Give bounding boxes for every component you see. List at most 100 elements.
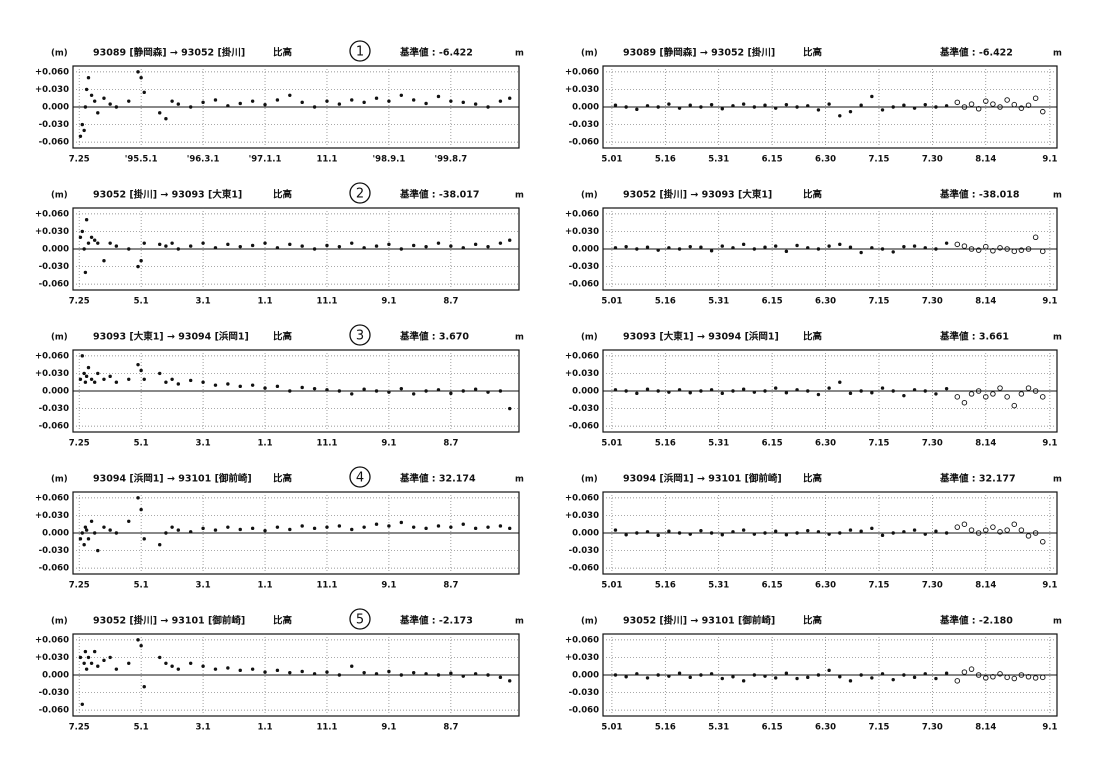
data-point	[374, 389, 379, 393]
data-point	[96, 371, 100, 376]
data-point	[486, 244, 490, 249]
data-point	[486, 105, 490, 109]
data-point	[731, 246, 735, 250]
data-point	[337, 673, 342, 677]
data-point	[741, 242, 746, 247]
data-point	[362, 246, 366, 250]
data-point	[250, 243, 255, 248]
data-point	[923, 102, 927, 107]
x-tick-label: 7.25	[69, 155, 90, 165]
unit-label: (m)	[581, 333, 598, 343]
data-point	[508, 406, 512, 411]
data-point	[859, 529, 863, 533]
data-point	[374, 96, 379, 100]
data-point	[213, 246, 218, 250]
data-point	[170, 664, 174, 668]
number-circle	[349, 40, 371, 62]
data-point	[238, 384, 242, 389]
data-point	[954, 99, 961, 106]
data-point	[773, 244, 778, 248]
x-tick-label: 5.1	[134, 439, 149, 449]
data-point	[954, 241, 961, 248]
x-tick-label: 6.15	[762, 581, 783, 591]
data-point	[997, 385, 1003, 391]
data-point	[350, 527, 354, 532]
data-point	[731, 530, 735, 534]
data-point	[176, 102, 181, 106]
data-point	[78, 235, 83, 239]
data-point	[827, 532, 831, 536]
data-point	[86, 365, 91, 370]
data-point	[923, 246, 927, 250]
data-point	[656, 533, 660, 538]
data-point	[424, 101, 428, 106]
y-tick-label: -0.060	[39, 422, 69, 432]
y-tick-label: 0.000	[42, 529, 69, 539]
data-point	[1040, 674, 1046, 681]
data-point	[312, 672, 317, 676]
data-point	[741, 102, 746, 106]
data-point	[968, 246, 975, 252]
y-tick-label: -0.060	[39, 564, 69, 574]
reference-value: 基準値 : 3.670	[399, 331, 469, 343]
data-point	[934, 392, 938, 396]
y-tick-label: -0.030	[39, 546, 69, 556]
data-point	[709, 102, 714, 107]
data-point	[752, 390, 757, 394]
data-point	[795, 105, 799, 109]
x-tick-label: 11.1	[316, 439, 337, 449]
data-point	[188, 661, 193, 665]
unit-label: (m)	[51, 617, 68, 627]
data-point	[624, 389, 628, 393]
y-tick-label: -0.030	[569, 262, 599, 272]
x-tick-label: 3.1	[196, 297, 211, 307]
x-tick-label: 7.15	[868, 723, 889, 733]
data-point	[136, 496, 140, 500]
data-point	[201, 664, 205, 668]
reference-value: 基準値 : -2.180	[939, 615, 1013, 627]
data-point	[954, 394, 961, 400]
reference-value: 基準値 : 3.661	[939, 331, 1009, 343]
data-point	[170, 241, 174, 245]
data-point	[752, 532, 757, 536]
data-point	[508, 96, 512, 100]
data-point	[78, 377, 83, 381]
data-point	[1004, 527, 1010, 533]
data-point	[300, 100, 304, 105]
x-tick-label: 11.1	[316, 723, 337, 733]
data-point	[635, 391, 639, 396]
data-point	[80, 122, 84, 127]
data-point	[312, 105, 317, 109]
data-point	[923, 389, 927, 393]
data-point	[82, 128, 86, 133]
reference-unit: m	[1053, 49, 1062, 59]
data-point	[325, 99, 329, 103]
data-point	[158, 543, 162, 547]
data-point	[374, 522, 379, 526]
data-point	[508, 238, 512, 242]
data-point	[250, 99, 255, 103]
y-tick-label: -0.030	[39, 688, 69, 698]
data-point	[238, 101, 242, 106]
data-point	[80, 531, 84, 535]
x-tick-label: 9.1	[1042, 155, 1057, 165]
y-tick-label: +0.060	[35, 493, 69, 503]
data-point	[613, 246, 618, 250]
data-point	[201, 526, 205, 531]
quantity-label: 比高	[273, 47, 293, 59]
reference-value: 基準値 : -2.173	[399, 615, 473, 627]
x-tick-label: 9.1	[1042, 297, 1057, 307]
reference-unit: m	[1053, 191, 1062, 201]
x-tick-label: 5.16	[655, 723, 676, 733]
data-point	[288, 389, 292, 393]
data-point	[213, 528, 218, 532]
data-point	[436, 241, 441, 245]
data-point	[80, 702, 84, 706]
data-point	[656, 105, 660, 109]
y-tick-label: +0.030	[565, 85, 599, 95]
data-point	[127, 661, 131, 665]
x-tick-label: 5.16	[655, 439, 676, 449]
data-point	[1040, 248, 1046, 255]
data-point	[424, 244, 428, 249]
data-point	[944, 671, 949, 675]
